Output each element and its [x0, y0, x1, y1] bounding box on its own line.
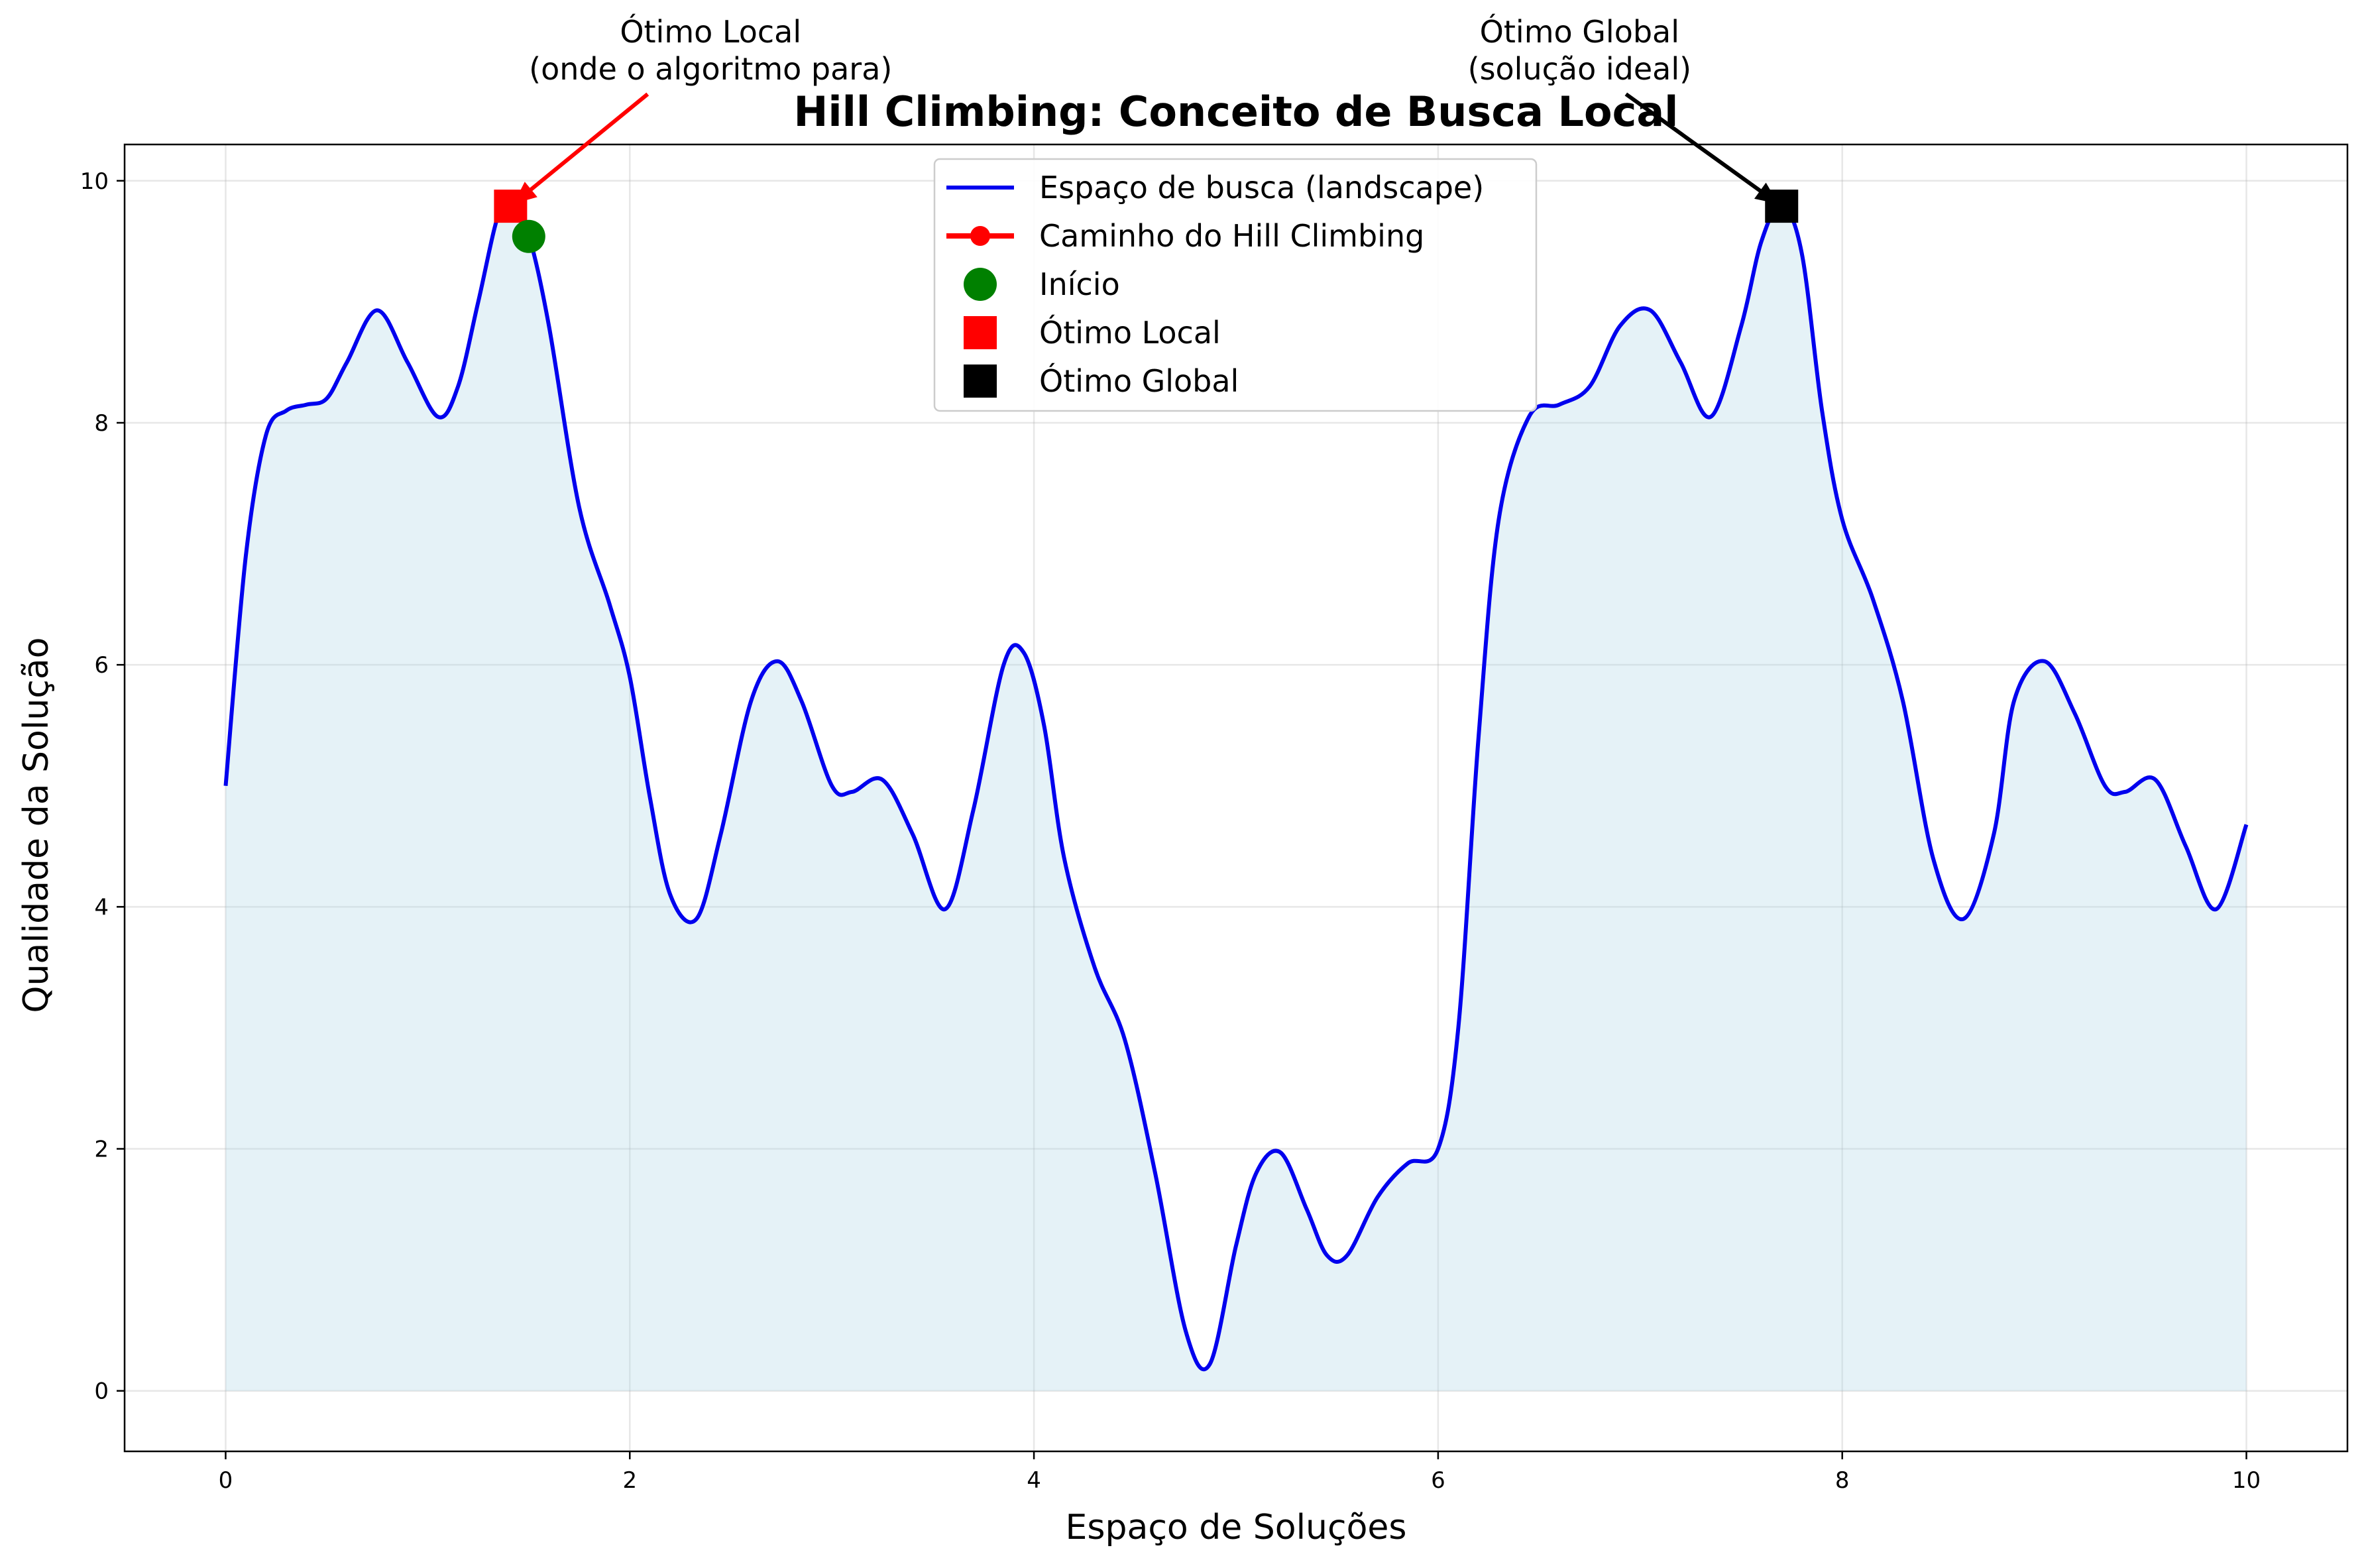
x-axis-label: Espaço de Soluções	[1066, 1508, 1407, 1547]
plot-frame	[123, 143, 2349, 1453]
y-tick-label: 8	[94, 410, 109, 437]
x-tick-label: 0	[219, 1467, 233, 1494]
legend-swatch-path-marker	[970, 226, 990, 246]
legend-entry-global: Ótimo Global	[964, 363, 1239, 399]
start-marker	[512, 219, 545, 253]
legend-label-landscape: Espaço de busca (landscape)	[1039, 170, 1484, 205]
y-tick-label: 10	[80, 168, 109, 195]
y-tick-label: 0	[94, 1378, 109, 1405]
x-tick-label: 6	[1431, 1467, 1445, 1494]
x-tick-label: 2	[622, 1467, 637, 1494]
x-tick-label: 8	[1835, 1467, 1850, 1494]
annotation-global-arrowhead	[1754, 182, 1779, 204]
annotation-local-text: Ótimo Local	[620, 14, 801, 50]
axis-ticks: 0 2 4 6 8 10 0 2 4 6 8 10	[80, 168, 2261, 1494]
legend-label-start: Início	[1039, 266, 1120, 302]
annotations: Ótimo Local(onde o algoritmo para) Ótimo …	[514, 14, 1779, 204]
x-tick-label: 4	[1027, 1467, 1041, 1494]
y-tick-label: 4	[94, 894, 109, 921]
legend-entry-local: Ótimo Local	[964, 315, 1221, 351]
legend-label-path: Caminho do Hill Climbing	[1039, 218, 1424, 254]
chart-title: Hill Climbing: Conceito de Busca Local	[794, 87, 1679, 136]
legend-swatch-global	[964, 364, 997, 398]
annotation-local-arrowhead	[514, 182, 537, 204]
legend: Espaço de busca (landscape) Caminho do H…	[933, 158, 1538, 412]
legend-entry-path: Caminho do Hill Climbing	[946, 218, 1424, 254]
legend-swatch-local	[964, 316, 997, 349]
annotation-global-arrow	[1624, 92, 1769, 198]
y-axis-label: Qualidade da Solução	[17, 638, 56, 1013]
y-tick-label: 2	[94, 1137, 109, 1163]
landscape-line	[223, 200, 2249, 1372]
legend-entry-landscape: Espaço de busca (landscape)	[946, 170, 1484, 205]
annotation-global-text: (solução ideal)	[1468, 51, 1691, 87]
legend-label-local: Ótimo Local	[1039, 315, 1221, 351]
annotation-global-text: Ótimo Global	[1480, 14, 1679, 50]
x-tick-label: 10	[2232, 1467, 2261, 1494]
annotation-local-arrow	[522, 92, 649, 197]
legend-swatch-start	[964, 268, 997, 301]
landscape-area-fill	[225, 202, 2247, 1391]
legend-box	[933, 158, 1538, 412]
legend-entry-start: Início	[964, 266, 1120, 302]
legend-label-global: Ótimo Global	[1039, 363, 1239, 399]
annotation-local-text: (onde o algoritmo para)	[529, 51, 892, 87]
y-tick-label: 6	[94, 652, 109, 679]
